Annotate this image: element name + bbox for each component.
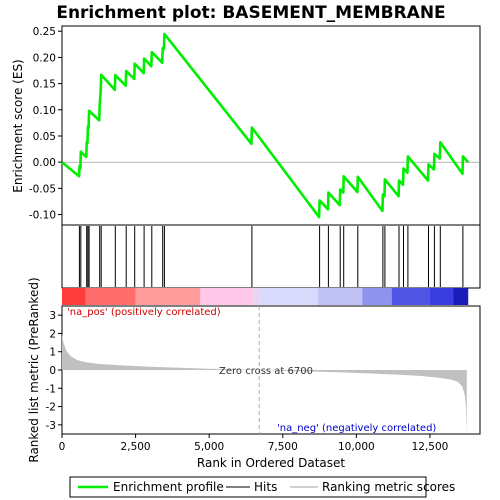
colorbar-segment [200,288,254,305]
hits-group [78,226,464,287]
x-axis: 0 2,500 5,000 7,500 10,000 12,500 [59,434,449,453]
es-panel-frame [61,25,481,226]
metric-y-tick-label: 0 [49,365,56,377]
colorbar-segment [453,288,469,305]
legend-metric-label: Ranking metric scores [322,480,455,494]
x-tick-label: 5,000 [194,441,224,453]
zero-cross-label: Zero cross at 6700 [219,366,313,377]
colorbar-segment [391,288,430,305]
x-tick-label: 7,500 [268,441,298,453]
metric-y-axis: 3 2 1 0 -1 -2 -3 [46,310,62,432]
colorbar-segment [85,288,136,305]
colorbar-segment [260,288,319,305]
legend-hits-label: Hits [254,480,277,494]
ranking-colorbar [62,288,469,305]
metric-y-tick-label: -1 [46,383,56,395]
metric-y-tick-label: -2 [46,402,56,414]
es-y-axis: 0.25 0.20 0.15 0.10 0.05 0.00 -0.05 -0.10 [29,26,62,222]
metric-y-tick-label: 1 [49,347,56,359]
es-y-tick-label: -0.10 [29,210,56,222]
metric-y-tick-label: -3 [46,420,56,432]
es-y-tick-label: 0.10 [33,105,56,117]
x-tick-label: 12,500 [412,441,449,453]
colorbar-segment [62,288,86,305]
es-y-tick-label: 0.25 [33,26,56,38]
metric-y-label: Ranked list metric (PreRanked) [27,277,41,462]
x-tick-label: 0 [59,441,66,453]
es-y-tick-label: 0.05 [33,131,56,143]
metric-y-tick-label: 3 [49,310,56,322]
colorbar-segment [135,288,201,305]
colorbar-segment [362,288,392,305]
legend-enrichment-label: Enrichment profile [113,480,224,494]
es-y-tick-label: 0.20 [33,52,56,64]
pos-correlated-label: 'na_pos' (positively correlated) [67,307,221,318]
chart-title: Enrichment plot: BASEMENT_MEMBRANE [56,3,445,23]
hits-panel-frame [61,224,481,289]
x-axis-label: Rank in Ordered Dataset [197,456,345,470]
colorbar-segment [318,288,363,305]
es-y-label: Enrichment score (ES) [11,59,25,192]
es-y-tick-label: 0.15 [33,79,56,91]
x-tick-label: 2,500 [121,441,151,453]
colorbar-segment [429,288,454,305]
enrichment-profile-line [61,32,470,219]
metric-y-tick-label: 2 [49,328,56,340]
x-tick-label: 10,000 [338,441,375,453]
neg-correlated-label: 'na_neg' (negatively correlated) [277,423,436,434]
es-y-tick-label: -0.05 [29,183,56,195]
es-y-tick-label: 0.00 [33,157,56,169]
colorbar-segment [253,288,261,305]
